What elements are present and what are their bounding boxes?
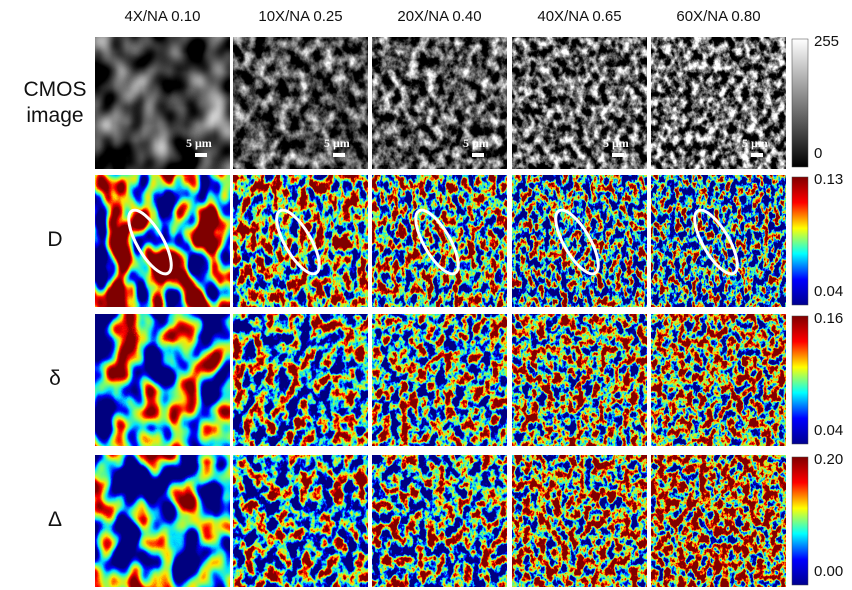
- micrograph: [233, 455, 368, 587]
- colorbar: [792, 316, 808, 444]
- scale-bar-label: 5 μm: [463, 136, 489, 151]
- micrograph: [512, 175, 647, 307]
- column-header: 20X/NA 0.40: [370, 8, 510, 25]
- micrograph: [512, 455, 647, 587]
- micrograph: [512, 314, 647, 446]
- micrograph: [651, 175, 786, 307]
- micrograph: [651, 455, 786, 587]
- figure: 4X/NA 0.1010X/NA 0.2520X/NA 0.4040X/NA 0…: [0, 0, 852, 590]
- row-label: CMOS image: [20, 77, 90, 129]
- row-label: Δ: [20, 507, 90, 533]
- column-header: 60X/NA 0.80: [649, 8, 789, 25]
- row-label: δ: [20, 366, 90, 392]
- colorbar-max-label: 0.16: [814, 310, 843, 327]
- micrograph: [95, 175, 230, 307]
- colorbar-min-label: 0.04: [814, 283, 843, 300]
- scale-bar: [333, 153, 345, 157]
- colorbar-min-label: 0.00: [814, 563, 843, 580]
- scale-bar-label: 5 μm: [603, 136, 629, 151]
- colorbar-max-label: 0.20: [814, 451, 843, 468]
- micrograph: [372, 455, 507, 587]
- scale-bar-label: 5 μm: [324, 136, 350, 151]
- colorbar: [792, 457, 808, 585]
- row-label: D: [20, 227, 90, 253]
- column-header: 10X/NA 0.25: [231, 8, 371, 25]
- image-grid: [0, 0, 852, 590]
- micrograph: [233, 175, 368, 307]
- colorbar-min-label: 0: [814, 145, 822, 162]
- micrograph: [95, 455, 230, 587]
- micrograph: [233, 314, 368, 446]
- scale-bar-label: 5 μm: [742, 136, 768, 151]
- colorbar-min-label: 0.04: [814, 422, 843, 439]
- scale-bar: [472, 153, 484, 157]
- colorbar-max-label: 255: [814, 33, 839, 50]
- column-header: 40X/NA 0.65: [510, 8, 650, 25]
- scale-bar: [612, 153, 624, 157]
- colorbar: [792, 177, 808, 305]
- column-header: 4X/NA 0.10: [93, 8, 233, 25]
- micrograph: [95, 314, 230, 446]
- colorbar: [792, 39, 808, 167]
- scale-bar: [195, 153, 207, 157]
- micrograph: [372, 175, 507, 307]
- micrograph: [372, 314, 507, 446]
- colorbar-max-label: 0.13: [814, 171, 843, 188]
- scale-bar: [751, 153, 763, 157]
- scale-bar-label: 5 μm: [186, 136, 212, 151]
- micrograph: [651, 314, 786, 446]
